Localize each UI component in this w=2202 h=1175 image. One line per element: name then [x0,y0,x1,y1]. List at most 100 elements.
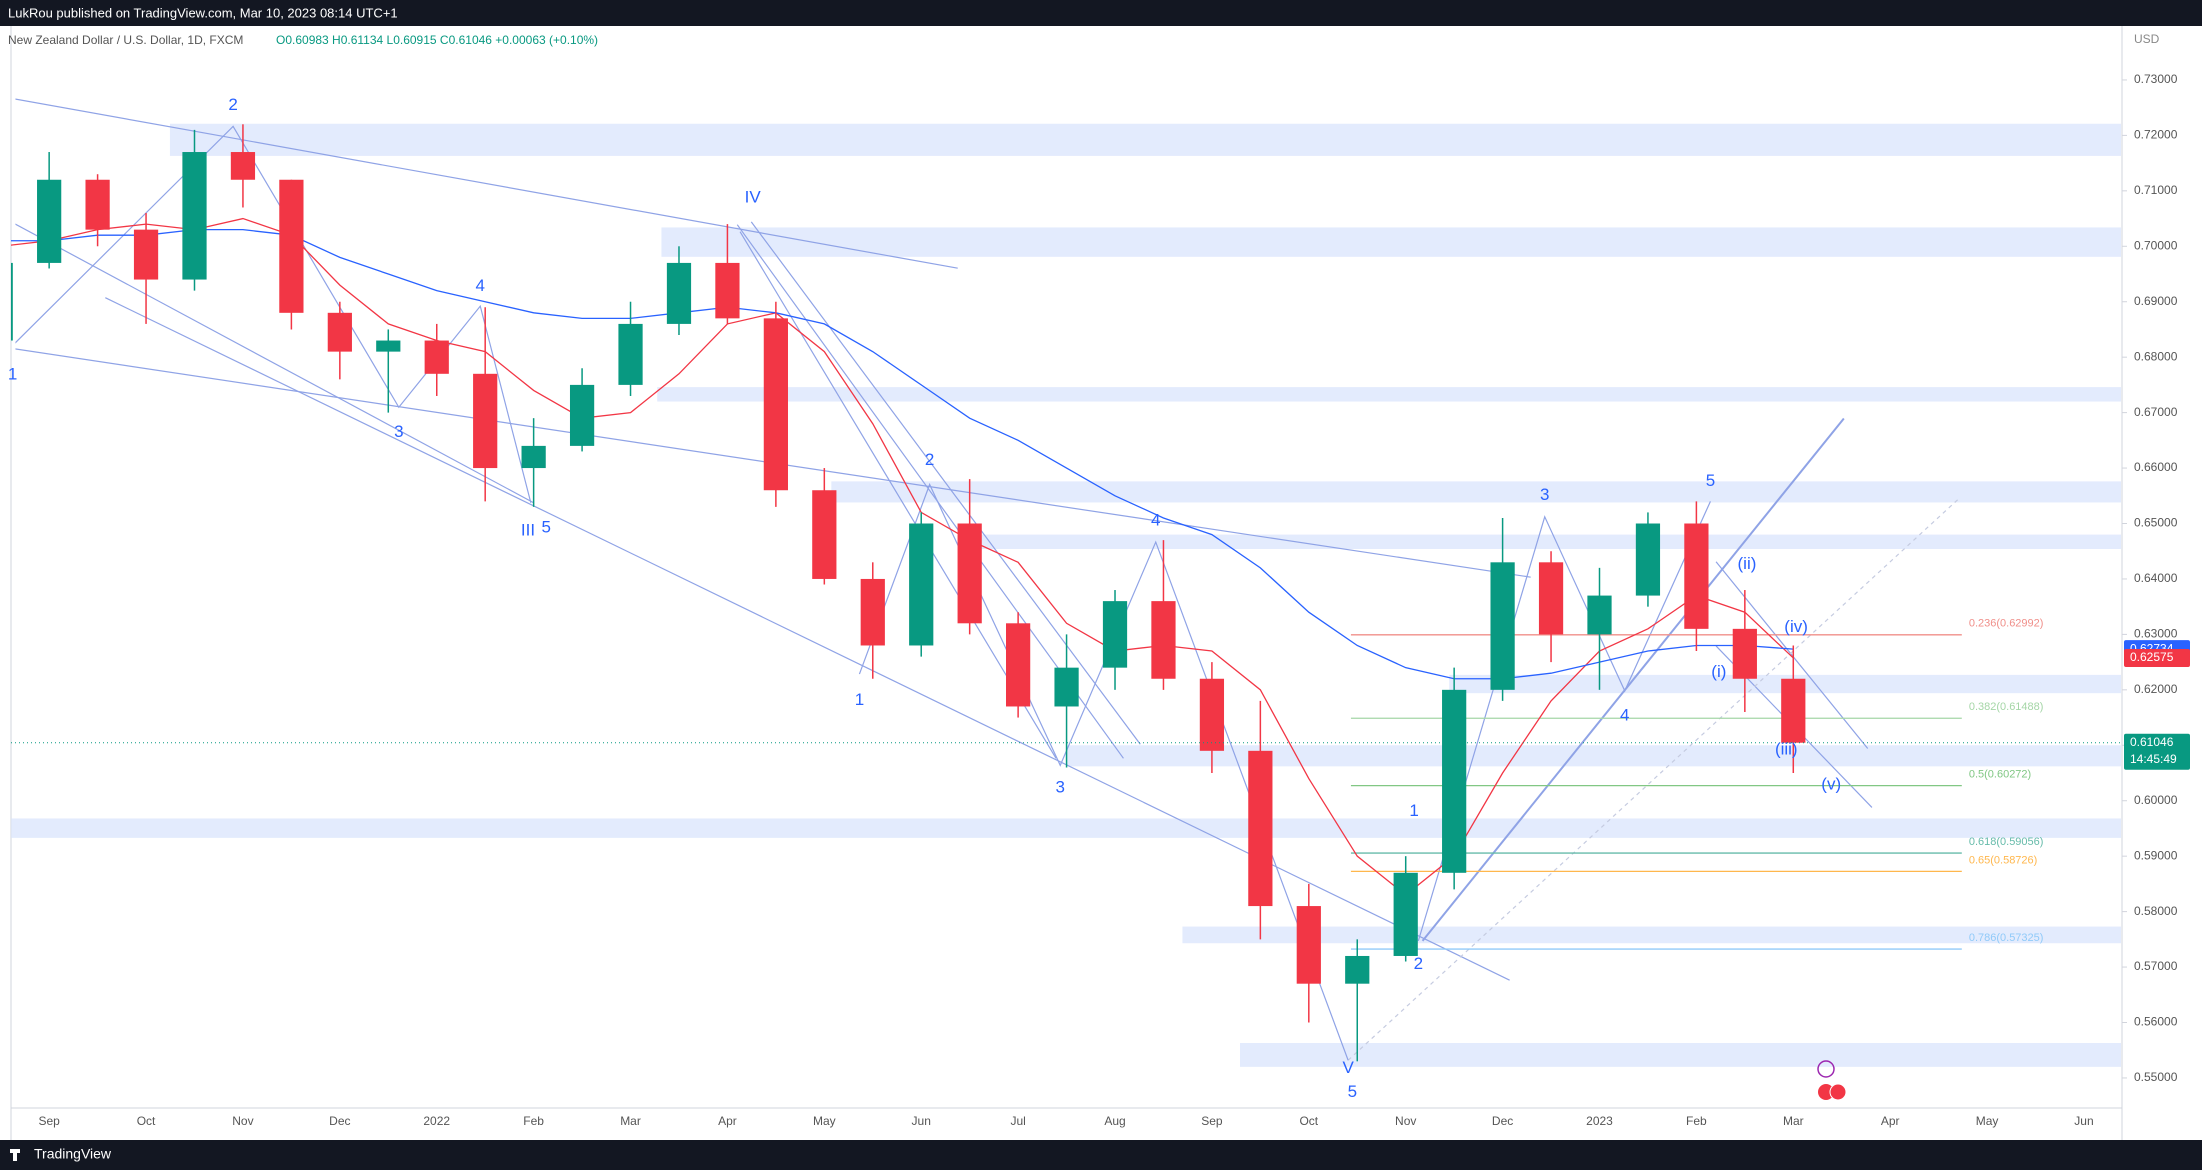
candle-body [715,262,740,319]
fib-label: 0.786(0.57325) [1969,932,2044,944]
wave-label: 4 [1620,706,1629,725]
wave-label: (iv) [1784,617,1808,636]
x-tick-label: Apr [1881,1114,1900,1128]
zones [11,123,2121,1067]
fib-label: 0.236(0.62992) [1969,618,2044,630]
moving-average [11,229,1794,680]
x-tick-label: Mar [1783,1114,1804,1128]
zone [1067,745,2121,767]
x-tick-label: Aug [1104,1114,1125,1128]
candle-body [569,384,595,446]
countdown: 14:45:49 [2130,752,2177,766]
trendline [1716,562,1868,749]
y-tick-label: 0.63000 [2134,627,2178,641]
x-tick-label: Jun [2074,1114,2093,1128]
candle-body [11,262,13,341]
event-icon [1817,1060,1835,1078]
wave-label: 1 [8,364,17,383]
wave-label: 4 [1151,510,1160,529]
wave-label: 5 [1348,1082,1357,1101]
candle-body [1538,562,1564,635]
x-tick-label: Apr [718,1114,737,1128]
candle-body [1006,623,1031,707]
publisher: LukRou published on TradingView.com, Mar… [8,5,398,20]
candle-body [1248,750,1273,907]
wave-label: (ii) [1738,554,1757,573]
wave-label: 3 [1056,777,1065,796]
x-tick-label: Oct [137,1114,156,1128]
bottom-bar [0,1140,2202,1170]
candle-body [666,262,692,324]
candle-body [1442,689,1467,873]
candle-body [1684,523,1709,629]
wave-label: 2 [228,95,237,114]
x-tick-label: 2023 [1586,1114,1613,1128]
x-tick-label: May [813,1114,836,1128]
candle-body [1393,872,1418,956]
x-tick-label: Nov [232,1114,253,1128]
zone [961,534,2121,550]
candle-body [860,578,885,646]
wave-label: 5 [1706,471,1715,490]
y-tick-label: 0.67000 [2134,405,2178,419]
x-tick-label: Jul [1010,1114,1025,1128]
wave-label: 1 [1409,801,1418,820]
wave-label: 2 [925,450,934,469]
wave-label: IV [745,187,762,206]
wave-label: 3 [394,422,403,441]
y-tick-label: 0.68000 [2134,349,2178,363]
x-tick-label: Sep [38,1114,60,1128]
fib-label: 0.5(0.60272) [1969,769,2031,781]
zone [831,481,2121,503]
candle-body [1151,601,1176,679]
y-tick-label: 0.60000 [2134,793,2178,807]
event-icon [1829,1083,1847,1101]
trendline [11,98,957,268]
footer-brand: TradingView [34,1146,112,1162]
candle-body [1781,678,1806,743]
trendline [11,222,533,503]
price-tag [2124,648,2190,667]
price-tag-label: 0.62575 [2130,650,2174,664]
y-tick-label: 0.72000 [2134,128,2178,142]
candle-body [1296,906,1321,984]
event-icon [1818,1084,1834,1100]
x-tick-label: Feb [1686,1114,1707,1128]
y-tick-label: 0.66000 [2134,460,2178,474]
fib-label: 0.618(0.59056) [1969,836,2044,848]
x-tick-label: Dec [1492,1114,1513,1128]
y-tick-label: 0.73000 [2134,72,2178,86]
candle-body [376,340,401,352]
candle-body [957,523,982,624]
wave-label: 3 [1540,485,1549,504]
x-tick-label: Jun [912,1114,931,1128]
top-bar [0,0,2202,26]
wave-path [14,126,531,502]
wave-label: V [1342,1058,1354,1077]
x-tick-label: Dec [329,1114,350,1128]
candle-body [763,318,788,491]
zone [11,818,2121,838]
zone [1239,1043,2121,1067]
wave-label: 5 [542,518,551,537]
wave-label: 4 [476,276,485,295]
trendline [740,232,1056,759]
logo [10,1149,20,1161]
candle-body [279,179,304,313]
y-tick-label: 0.56000 [2134,1015,2178,1029]
x-tick-label: 2022 [423,1114,450,1128]
candle-body [521,445,546,469]
y-tick-label: 0.58000 [2134,904,2178,918]
candle-body [133,229,159,280]
zone [657,387,2121,402]
wave-label: 2 [1414,954,1423,973]
plot [11,124,2121,1062]
symbol: New Zealand Dollar / U.S. Dollar, 1D, FX… [8,33,243,47]
candle-body [1199,678,1225,751]
fib-label: 0.382(0.61488) [1969,701,2044,713]
wave-label: (i) [1711,662,1726,681]
x-tick-label: Feb [523,1114,544,1128]
y-tick-label: 0.55000 [2134,1070,2178,1084]
candle-body [812,490,837,579]
